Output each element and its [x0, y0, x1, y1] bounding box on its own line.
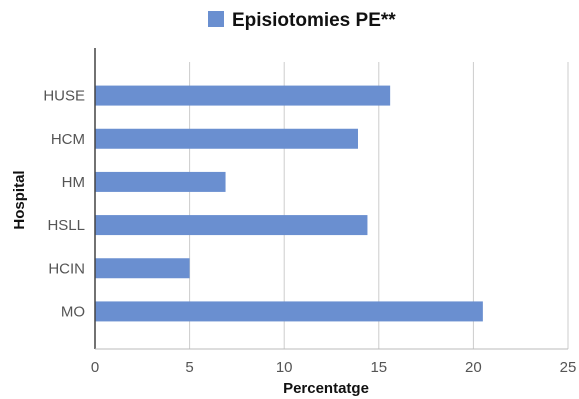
tick-labels: 0 5 10 15 20 25 — [91, 359, 577, 376]
x-tick-label: 15 — [370, 359, 387, 376]
x-tick-label: 25 — [560, 359, 577, 376]
category-label: HCM — [51, 131, 85, 148]
x-tick-label: 10 — [276, 359, 293, 376]
legend-swatch — [208, 11, 224, 27]
x-axis-title: Percentatge — [283, 380, 369, 397]
category-labels: HUSE HCM HM HSLL HCIN MO — [43, 88, 85, 321]
y-axis-title: Hospital — [11, 170, 28, 229]
category-label: HUSE — [43, 88, 85, 105]
gridlines — [189, 62, 569, 349]
category-label: HCIN — [48, 260, 85, 277]
x-tick-label: 20 — [465, 359, 482, 376]
bar — [95, 85, 391, 106]
bar — [95, 301, 483, 322]
category-label: HSLL — [47, 217, 85, 234]
axes — [94, 48, 568, 350]
bar — [95, 171, 226, 192]
bar — [95, 258, 190, 279]
legend-label: Episiotomies PE** — [232, 10, 396, 31]
bar — [95, 215, 368, 236]
x-tick-label: 0 — [91, 359, 99, 376]
category-label: MO — [61, 303, 85, 320]
bars — [95, 85, 483, 322]
legend: Episiotomies PE** — [208, 10, 396, 31]
bar — [95, 128, 358, 149]
x-tick-label: 5 — [185, 359, 193, 376]
category-label: HM — [62, 174, 85, 191]
